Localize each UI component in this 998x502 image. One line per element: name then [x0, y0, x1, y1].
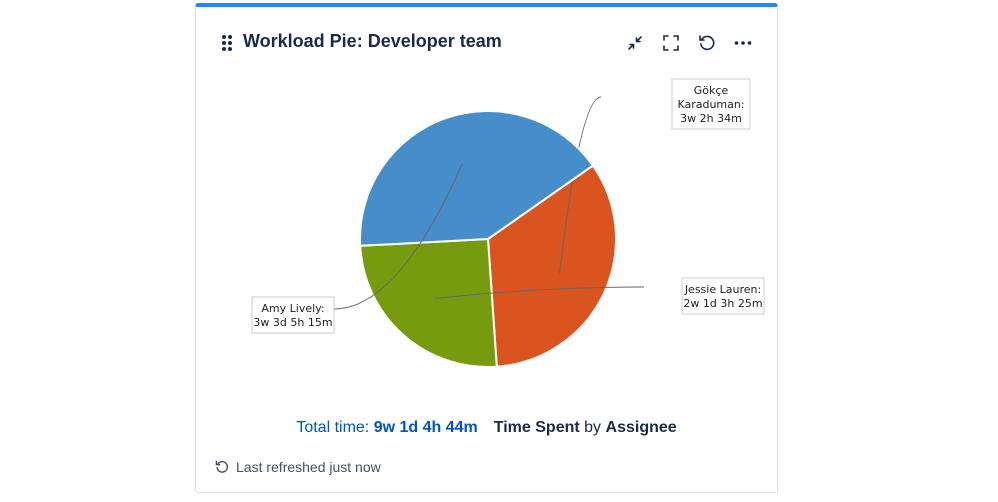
gadget-header: Workload Pie: Developer team [196, 7, 777, 79]
pie-label-amy-lively-line-0: Amy Lively: [261, 302, 324, 315]
metric-name: Time Spent [493, 419, 580, 436]
pie-label-gokce-karaduman-line-2: 3w 2h 34m [680, 112, 742, 125]
total-time-value: 9w 1d 4h 44m [373, 419, 478, 436]
pie-slice-jessie-lauren[interactable] [359, 237, 498, 368]
total-time-label: Total time: [296, 419, 370, 436]
pie-label-gokce-karaduman-line-0: Gökçe [694, 84, 729, 97]
refresh-small-icon [215, 460, 229, 473]
gadget-actions [623, 31, 755, 55]
chart-metric: Time Spent by Assignee [494, 419, 677, 436]
more-options-icon [734, 41, 752, 45]
pie-label-box-amy-lively [251, 296, 335, 334]
minimize-button[interactable] [623, 31, 647, 55]
gadget-title: Workload Pie: Developer team [243, 31, 502, 51]
metric-by: by [584, 419, 602, 436]
pie-label-amy-lively-line-1: 3w 3d 5h 15m [253, 316, 332, 329]
pie-slice-amy-lively[interactable] [359, 110, 595, 247]
chart-summary: Total time: 9w 1d 4h 44m Time Spent by As… [196, 419, 777, 437]
fullscreen-icon [663, 35, 679, 51]
refresh-icon [699, 35, 715, 51]
refresh-button[interactable] [695, 31, 719, 55]
drag-handle-icon[interactable] [222, 35, 232, 51]
pie-label-jessie-lauren-line-0: Jessie Lauren: [684, 283, 761, 296]
fullscreen-button[interactable] [659, 31, 683, 55]
pie-label-gokce-karaduman-line-1: Karaduman: [677, 98, 744, 111]
workload-pie-gadget: Workload Pie: Developer team [195, 3, 778, 493]
pie-label-box-gokce-karaduman [671, 78, 751, 130]
metric-group: Assignee [605, 419, 677, 436]
pie-slice-gokce-karaduman[interactable] [486, 164, 617, 368]
leader-line-amy-lively [333, 163, 463, 310]
last-refreshed: Last refreshed just now [214, 459, 381, 475]
last-refreshed-text: Last refreshed just now [236, 459, 381, 475]
pie-label-box-jessie-lauren [681, 277, 765, 315]
leader-line-jessie-lauren [435, 286, 645, 299]
more-options-button[interactable] [731, 31, 755, 55]
total-time: Total time: 9w 1d 4h 44m [296, 419, 477, 436]
pie-label-jessie-lauren-line-1: 2w 1d 3h 25m [683, 297, 762, 310]
leader-line-gokce-karaduman [559, 96, 602, 274]
minimize-icon [628, 36, 642, 50]
